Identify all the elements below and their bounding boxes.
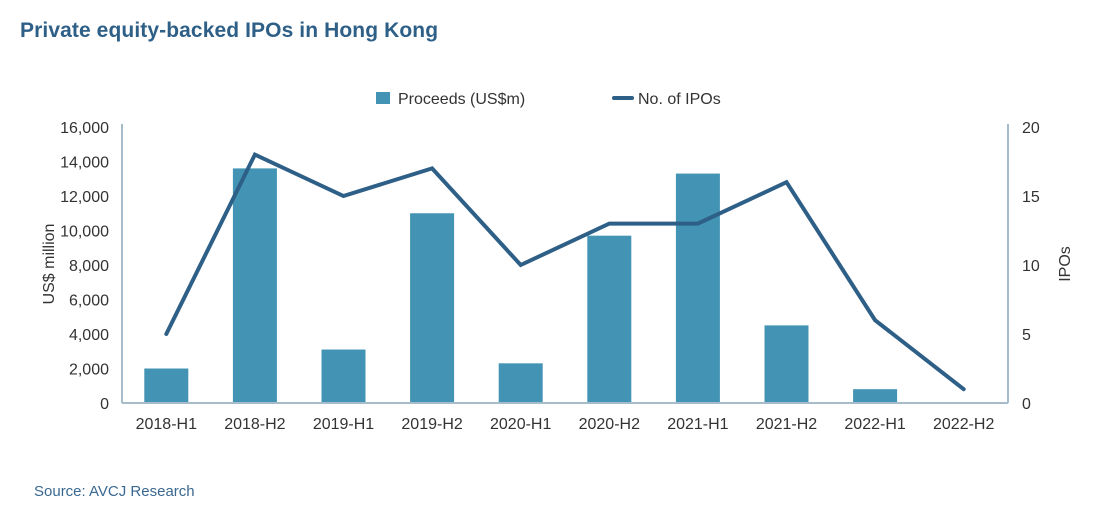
x-tick-label: 2021-H2 bbox=[756, 416, 817, 433]
y-tick-label: 4,000 bbox=[69, 327, 109, 344]
bar-2018-H2 bbox=[232, 168, 277, 403]
bar-2020-H1 bbox=[498, 363, 543, 403]
source-note: Source: AVCJ Research bbox=[34, 483, 195, 500]
labels-group: 0 2,000 4,000 6,000 8,000 10,000 12,000 14,000 1… bbox=[60, 120, 1040, 433]
x-tick-label: 2021-H1 bbox=[667, 416, 728, 433]
bar-2020-H2 bbox=[587, 235, 632, 403]
line-group bbox=[164, 151, 966, 392]
x-tick-label: 2019-H2 bbox=[401, 416, 462, 433]
bar-2021-H1 bbox=[675, 173, 720, 403]
legend: Proceeds (US$m) No. of IPOs bbox=[376, 91, 721, 108]
legend-swatch-proceeds bbox=[376, 92, 390, 104]
y-tick-label: 6,000 bbox=[69, 293, 109, 310]
bar-2019-H2 bbox=[410, 213, 455, 403]
y2-tick-label: 20 bbox=[1022, 120, 1040, 137]
chart-title: Private equity-backed IPOs in Hong Kong bbox=[20, 19, 439, 42]
y-tick-label: 12,000 bbox=[60, 189, 109, 206]
y2-axis-title: IPOs bbox=[1057, 246, 1074, 282]
y-axis-title: US$ million bbox=[41, 224, 58, 305]
y-tick-label: 14,000 bbox=[60, 155, 109, 172]
y2-tick-label: 0 bbox=[1022, 396, 1031, 413]
bar-2022-H1 bbox=[853, 389, 898, 403]
legend-label-ipos: No. of IPOs bbox=[638, 91, 721, 108]
ipos-line bbox=[164, 151, 966, 392]
y-tick-label: 0 bbox=[100, 396, 109, 413]
y-tick-label: 2,000 bbox=[69, 362, 109, 379]
bar-2018-H1 bbox=[144, 368, 189, 403]
x-tick-label: 2022-H2 bbox=[933, 416, 994, 433]
x-tick-label: 2020-H1 bbox=[490, 416, 551, 433]
y-tick-label: 8,000 bbox=[69, 258, 109, 275]
x-tick-label: 2018-H2 bbox=[224, 416, 285, 433]
y-tick-label: 10,000 bbox=[60, 224, 109, 241]
x-tick-label: 2018-H1 bbox=[136, 416, 197, 433]
y2-tick-label: 15 bbox=[1022, 189, 1040, 206]
y-tick-label: 16,000 bbox=[60, 120, 109, 137]
x-tick-label: 2020-H2 bbox=[579, 416, 640, 433]
bar-2021-H2 bbox=[764, 325, 809, 403]
x-tick-label: 2022-H1 bbox=[844, 416, 905, 433]
legend-label-proceeds: Proceeds (US$m) bbox=[398, 91, 525, 108]
y2-tick-label: 10 bbox=[1022, 258, 1040, 275]
y2-tick-label: 5 bbox=[1022, 327, 1031, 344]
x-tick-label: 2019-H1 bbox=[313, 416, 374, 433]
bars-group bbox=[144, 168, 898, 403]
bar-2019-H1 bbox=[321, 349, 366, 403]
axes-group bbox=[121, 124, 1009, 404]
